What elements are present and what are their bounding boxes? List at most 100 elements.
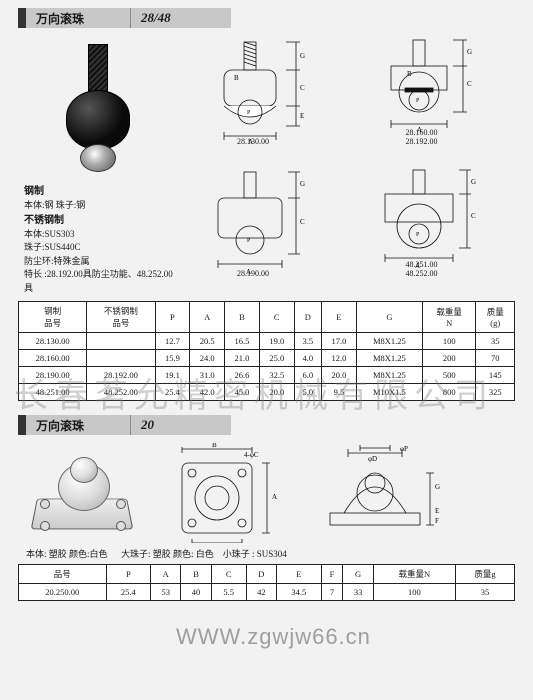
col-header: 载重量N <box>422 302 475 333</box>
table-cell: 7 <box>321 584 343 601</box>
drawing-28-160: G C A B P 28.160.00 28.192.00 <box>357 36 487 146</box>
col-header: C <box>211 565 246 584</box>
table-cell: 35 <box>476 333 515 350</box>
drawing-20-top: B A 4-φC <box>152 443 302 543</box>
table-cell: 20.0 <box>259 384 294 401</box>
svg-text:C: C <box>300 218 305 226</box>
svg-text:P: P <box>416 98 420 104</box>
col-header: 质量g <box>455 565 514 584</box>
col-header: P <box>106 565 151 584</box>
table-cell: 35 <box>455 584 514 601</box>
drawing-28-190: G C A P 28.190.00 <box>188 168 318 278</box>
table-cell: 500 <box>422 367 475 384</box>
spec-table-2: 品号PABCDEFG载重量N质量g 20.250.0025.453405.542… <box>18 564 515 601</box>
product2-photo <box>24 447 144 537</box>
table-cell: 28.190.00 <box>19 367 87 384</box>
table-cell <box>87 333 155 350</box>
watermark-url: WWW.zgwjw66.cn <box>176 624 371 650</box>
svg-text:P: P <box>416 232 420 238</box>
col-header: 钢制品号 <box>19 302 87 333</box>
steel-line1: 本体:钢 珠子:钢 <box>24 200 85 210</box>
drawing-48-251: G C A P 48.251.00 48.252.00 <box>357 168 487 278</box>
table-cell: 42 <box>246 584 276 601</box>
table-cell: 3.5 <box>294 333 321 350</box>
col-header: P <box>155 302 190 333</box>
table-cell: 25.4 <box>106 584 151 601</box>
svg-text:P: P <box>247 238 251 244</box>
table-cell: 19.0 <box>259 333 294 350</box>
svg-text:A: A <box>272 493 277 501</box>
table-cell: 25.4 <box>155 384 190 401</box>
table-cell: 48.252.00 <box>87 384 155 401</box>
svg-text:B: B <box>212 443 217 449</box>
table-cell: 9.5 <box>322 384 357 401</box>
table-cell: 12.7 <box>155 333 190 350</box>
table-cell: 20.5 <box>190 333 225 350</box>
sus-line1: 本体:SUS303 <box>24 229 75 239</box>
table-cell: 26.6 <box>225 367 260 384</box>
material-spec: 钢制 本体:钢 珠子:钢 不锈钢制 本体:SUS303 珠子:SUS440C 防… <box>24 184 178 295</box>
svg-text:G: G <box>300 180 305 188</box>
table-cell: 34.5 <box>277 584 322 601</box>
svg-text:E: E <box>300 112 304 120</box>
table-cell: 70 <box>476 350 515 367</box>
section1-title: 万向滚珠 <box>26 8 131 28</box>
table-cell: 17.0 <box>322 333 357 350</box>
steel-heading: 钢制 <box>24 186 44 197</box>
table-cell: 32.5 <box>259 367 294 384</box>
table-cell: 145 <box>476 367 515 384</box>
svg-text:C: C <box>300 84 305 92</box>
svg-text:G: G <box>471 178 476 186</box>
section2-code: 20 <box>131 415 231 435</box>
col-header: B <box>225 302 260 333</box>
table-cell: M8X1.25 <box>356 350 422 367</box>
col-header: F <box>321 565 343 584</box>
table-cell: 5.5 <box>211 584 246 601</box>
table-row: 48.251.0048.252.0025.442.045.020.05.09.5… <box>19 384 515 401</box>
drawings-grid: G C E A B P 28.130.00 <box>188 36 515 295</box>
table-cell: 48.251.00 <box>19 384 87 401</box>
table-cell: M10X1.5 <box>356 384 422 401</box>
col-header: D <box>246 565 276 584</box>
svg-text:G: G <box>467 48 472 56</box>
table-cell: 12.0 <box>322 350 357 367</box>
table-cell: 24.0 <box>190 350 225 367</box>
table-cell: 28.160.00 <box>19 350 87 367</box>
svg-text:E: E <box>435 507 439 515</box>
col-header: B <box>181 565 211 584</box>
section1-header: 万向滚珠 28/48 <box>18 8 515 28</box>
svg-text:C: C <box>471 212 476 220</box>
section1-code: 28/48 <box>131 8 231 28</box>
col-header: G <box>356 302 422 333</box>
svg-text:G: G <box>300 52 305 60</box>
spec-table-1: 钢制品号不锈钢制品号PABCDEG载重量N质量(g) 28.130.0012.7… <box>18 301 515 401</box>
table-cell: 28.192.00 <box>87 367 155 384</box>
table-cell: 53 <box>151 584 181 601</box>
table-cell: 21.0 <box>225 350 260 367</box>
svg-text:G: G <box>435 483 440 491</box>
material-line-2: 本体: 塑胶 颜色:白色 大珠子: 塑胶 颜色: 白色 小珠子 : SUS304 <box>26 547 515 560</box>
col-header: A <box>151 565 181 584</box>
col-header: E <box>322 302 357 333</box>
sus-heading: 不锈钢制 <box>24 215 64 226</box>
col-header: E <box>277 565 322 584</box>
table-cell: 16.5 <box>225 333 260 350</box>
col-header: C <box>259 302 294 333</box>
table-cell: 325 <box>476 384 515 401</box>
col-header: 质量(g) <box>476 302 515 333</box>
table-cell <box>87 350 155 367</box>
table-row: 20.250.0025.453405.54234.573310035 <box>19 584 515 601</box>
drawing-28-130: G C E A B P 28.130.00 <box>188 36 318 146</box>
table-cell: 20.0 <box>322 367 357 384</box>
svg-text:φP: φP <box>400 445 408 453</box>
table-cell: 25.0 <box>259 350 294 367</box>
table-cell: 20.250.00 <box>19 584 107 601</box>
table-cell: 31.0 <box>190 367 225 384</box>
table-cell: 6.0 <box>294 367 321 384</box>
table-cell: M8X1.25 <box>356 333 422 350</box>
table-row: 28.160.0015.924.021.025.04.012.0M8X1.252… <box>19 350 515 367</box>
table-cell: 15.9 <box>155 350 190 367</box>
table-row: 28.190.0028.192.0019.131.026.632.56.020.… <box>19 367 515 384</box>
sus-line2: 珠子:SUS440C <box>24 242 81 252</box>
col-header: G <box>343 565 373 584</box>
